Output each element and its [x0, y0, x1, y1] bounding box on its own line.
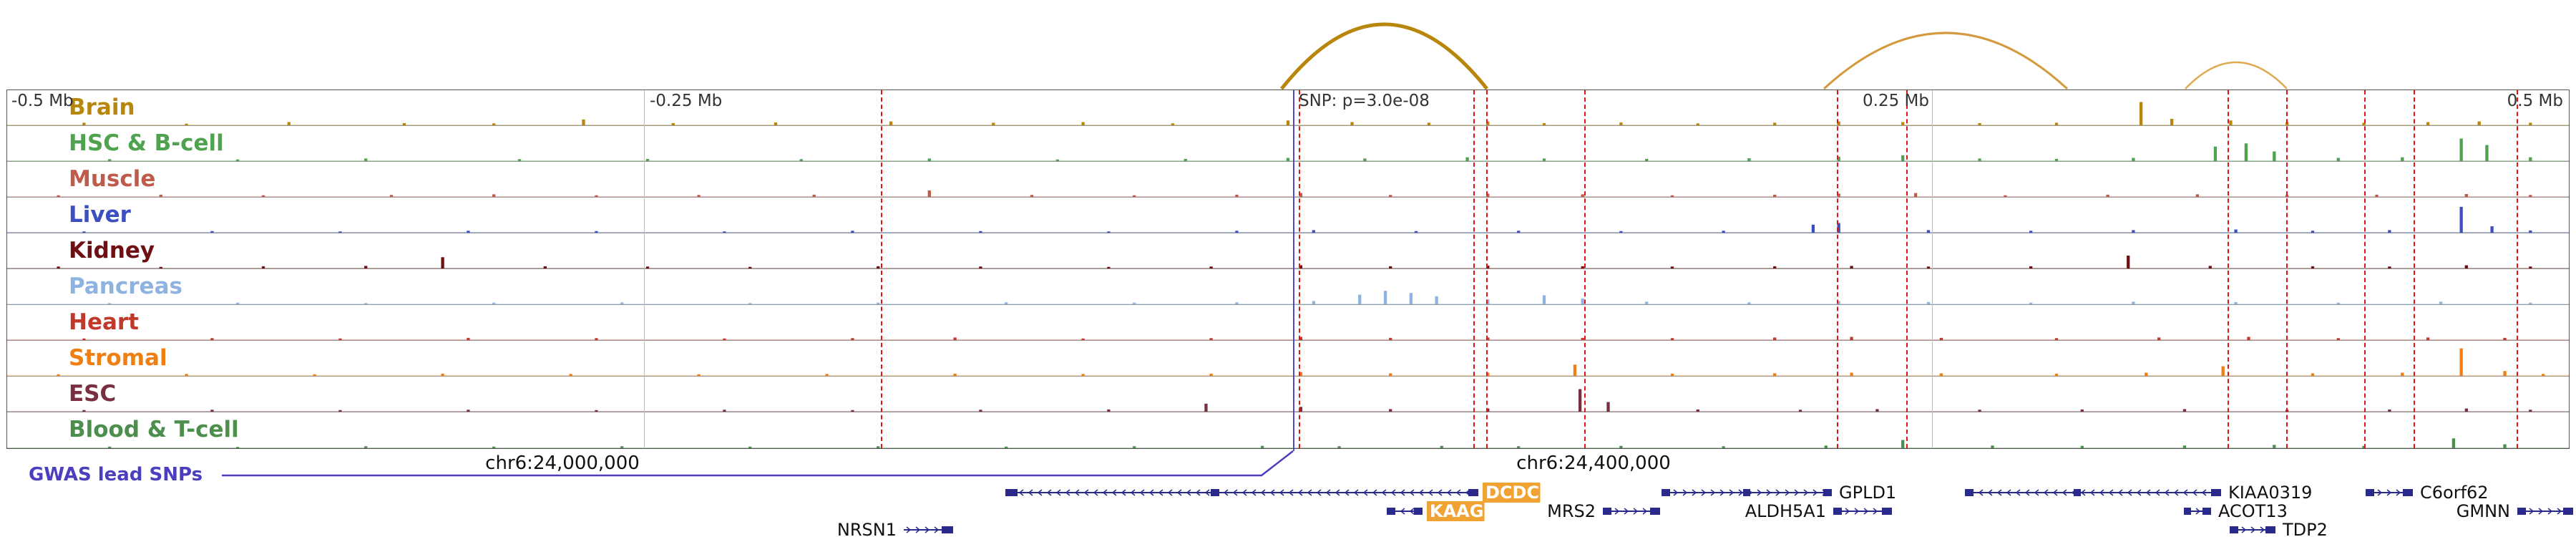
signal-plot [7, 337, 2569, 340]
axis-tick-label: 0.5 Mb [2507, 92, 2563, 110]
signal-plot [7, 255, 2569, 268]
highlight-line [1473, 90, 1475, 448]
highlight-line [2228, 90, 2229, 448]
track-label: Blood & T-cell [69, 417, 239, 442]
track-row-brain: Brain [7, 90, 2569, 126]
gene-tdp2: TDP2 [2230, 520, 2328, 537]
signal-plot [7, 389, 2569, 412]
gene-label: ALDH5A1 [1745, 501, 1826, 521]
gene-gmnn: GMNN [2457, 501, 2573, 521]
gwas-connector-polyline [222, 450, 1294, 477]
highlight-line [2414, 90, 2415, 448]
gene-aldh5a1: ALDH5A1 [1745, 501, 1892, 521]
track-row-esc: ESC [7, 377, 2569, 412]
interaction-arc [1280, 22, 1488, 90]
highlight-line [2286, 90, 2288, 448]
gene-highlight-box [1483, 483, 1541, 503]
track-label: HSC & B-cell [69, 130, 224, 156]
gene-label: KIAA0319 [2228, 483, 2312, 503]
gene-label: KAAG1 [1430, 501, 1496, 521]
highlight-line [2364, 90, 2366, 448]
signal-plot [7, 102, 2569, 125]
interaction-arc [2185, 61, 2288, 90]
signal-plot [7, 348, 2569, 376]
interaction-arc [1823, 32, 2069, 90]
highlight-line [2517, 90, 2518, 448]
gene-label: ACOT13 [2218, 501, 2288, 521]
gene-gpld1: GPLD1 [1662, 483, 1896, 503]
gridline [644, 90, 645, 448]
gene-label: DCDC2 [1485, 483, 1551, 503]
track-label: Stromal [69, 345, 167, 371]
highlight-line [1837, 90, 1838, 448]
track-label: Liver [69, 202, 131, 228]
track-row-muscle: Muscle [7, 162, 2569, 198]
gwas-lead-snps-label: GWAS lead SNPs [29, 464, 203, 485]
signal-plot [7, 291, 2569, 304]
gene-label: GMNN [2457, 501, 2510, 521]
track-label: Kidney [69, 238, 155, 263]
gene-label: NRSN1 [837, 520, 897, 537]
highlight-line [1486, 90, 1488, 448]
track-row-pancreas: Pancreas [7, 269, 2569, 305]
axis-tick-label: -0.25 Mb [650, 92, 723, 110]
track-row-heart: Heart [7, 305, 2569, 341]
gene-label: GPLD1 [1839, 483, 1896, 503]
gene-c6orf62: C6orf62 [2366, 483, 2489, 503]
snp-position-line [1293, 90, 1294, 451]
interaction-arcs [1280, 22, 2288, 90]
gwas-connector-line [222, 450, 1294, 477]
axis-tick-label: -0.5 Mb [11, 92, 74, 110]
signal-plot [7, 138, 2569, 161]
track-row-hsc-b-cell: HSC & B-cell [7, 126, 2569, 162]
highlight-line [881, 90, 882, 448]
track-label: Pancreas [69, 274, 182, 299]
gene-label: C6orf62 [2420, 483, 2489, 503]
signal-plot [7, 206, 2569, 233]
signal-plot [7, 438, 2569, 448]
highlight-line [1584, 90, 1586, 448]
gene-dcdc2: DCDC2 [1005, 483, 1551, 503]
track-row-kidney: Kidney [7, 233, 2569, 269]
gene-mrs2: MRS2 [1547, 501, 1660, 521]
track-label: Muscle [69, 166, 156, 192]
gene-label: TDP2 [2282, 520, 2328, 537]
gene-highlight-box [1427, 501, 1485, 521]
track-label: Brain [69, 95, 135, 120]
coordinate-label: chr6:24,400,000 [1516, 453, 1671, 474]
gene-kiaa0319: KIAA0319 [1965, 483, 2312, 503]
snp-pvalue-label: SNP: p=3.0e-08 [1299, 92, 1430, 110]
gene-label: MRS2 [1547, 501, 1596, 521]
gene-kaag1: KAAG1 [1387, 501, 1496, 521]
tracks-region: Brain HSC & B-cell Muscle Liver Kidney Pancre… [6, 90, 2570, 449]
track-row-liver: Liver [7, 198, 2569, 233]
track-row-blood-t-cell: Blood & T-cell [7, 412, 2569, 448]
track-label: Heart [69, 309, 139, 335]
highlight-line [1906, 90, 1908, 448]
gene-acot13: ACOT13 [2184, 501, 2288, 521]
signal-plot [7, 190, 2569, 197]
gridline [1932, 90, 1933, 448]
track-label: ESC [69, 381, 117, 407]
track-row-stromal: Stromal [7, 341, 2569, 377]
gene-nrsn1: NRSN1 [837, 520, 953, 537]
coordinate-label: chr6:24,000,000 [485, 453, 640, 474]
axis-tick-label: 0.25 Mb [1863, 92, 1929, 110]
highlight-line [1299, 90, 1300, 448]
